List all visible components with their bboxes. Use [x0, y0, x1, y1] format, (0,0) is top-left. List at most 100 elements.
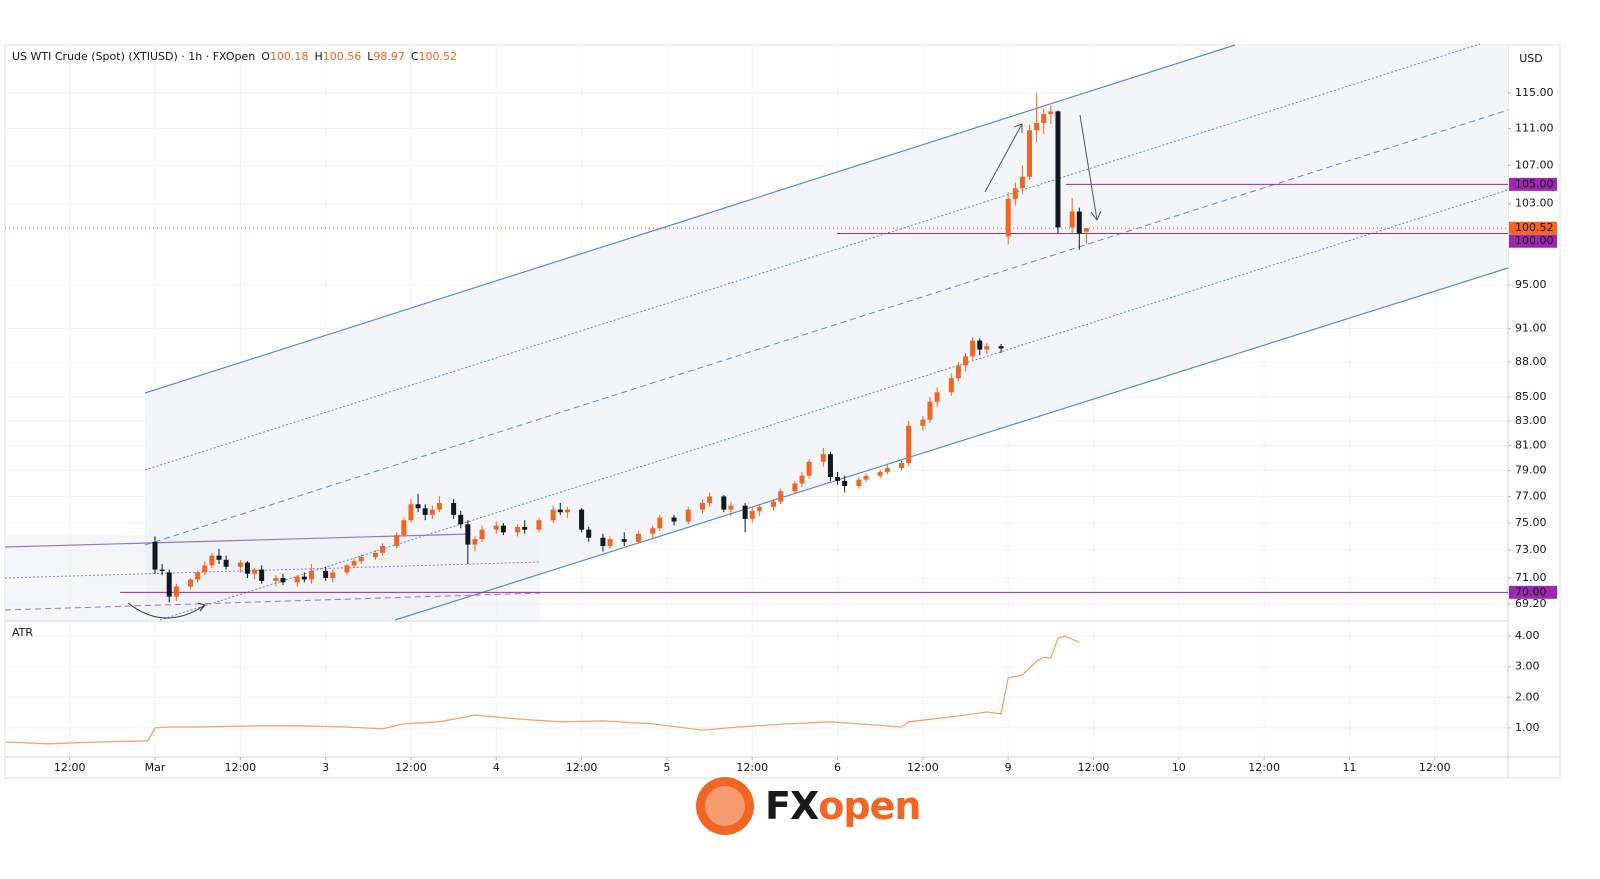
candle-body	[955, 365, 961, 379]
logo-part: FX	[765, 784, 819, 828]
ohlc-value: 100.52	[419, 50, 458, 63]
candle-body	[401, 520, 407, 536]
y-tick-label: 88.00	[1515, 355, 1547, 368]
candle-body	[806, 461, 812, 476]
candle-body	[1048, 111, 1054, 115]
x-tick-label: 4	[493, 761, 500, 774]
candle-body	[600, 537, 606, 546]
candle-body	[756, 506, 762, 511]
y-tick-label: 2.00	[1515, 690, 1540, 703]
ohlc-value: 100.18	[270, 50, 309, 63]
x-tick-label: 12:00	[1078, 761, 1110, 774]
candle-body	[579, 509, 585, 530]
candle-body	[657, 517, 663, 529]
x-tick-label: 12:00	[907, 761, 939, 774]
y-tick-label: 4.00	[1515, 629, 1540, 642]
candle-body	[621, 539, 627, 542]
candle-body	[827, 454, 833, 478]
logo-icon-inner	[705, 786, 745, 826]
candle-body	[372, 552, 378, 558]
candle-body	[635, 533, 641, 542]
y-tick-label: 79.00	[1515, 464, 1547, 477]
y-tick-label: 75.00	[1515, 516, 1547, 529]
candle-body	[842, 480, 848, 487]
candle-body	[927, 401, 933, 420]
candle-body	[1076, 211, 1082, 234]
candle-body	[159, 569, 165, 571]
candle-body	[252, 569, 258, 574]
y-tick-label: 95.00	[1515, 278, 1547, 291]
candle-body	[899, 463, 905, 469]
candle-body	[408, 504, 414, 521]
channel-fill	[145, 45, 1508, 620]
candle-body	[1027, 130, 1033, 177]
indicator-name: ATR	[12, 626, 33, 639]
candle-body	[792, 483, 798, 492]
candle-body	[493, 525, 499, 530]
y-tick-label: 111.00	[1515, 121, 1554, 134]
arrow-head	[1090, 210, 1102, 221]
candle-body	[195, 572, 201, 580]
logo-part: open	[818, 784, 920, 828]
candle-body	[707, 496, 713, 503]
x-tick-label: 12:00	[566, 761, 598, 774]
candle-body	[749, 510, 755, 519]
candle-body	[650, 528, 656, 534]
candle-body	[856, 479, 862, 487]
y-tick-label: 91.00	[1515, 321, 1547, 334]
x-tick-label: 12:00	[1419, 761, 1451, 774]
candle-body	[1083, 228, 1089, 232]
candle-body	[778, 491, 784, 502]
candle-body	[451, 502, 457, 515]
price-label: 70.00	[1515, 585, 1547, 598]
last-price-label: 100.52	[1515, 221, 1554, 234]
x-tick-label: 10	[1172, 761, 1186, 774]
y-tick-label: 85.00	[1515, 390, 1547, 403]
candle-body	[522, 526, 528, 530]
candle-body	[586, 529, 592, 538]
candle-body	[1055, 111, 1061, 228]
channel-upper-mid	[144, 43, 1481, 471]
arrow-down	[1079, 114, 1098, 221]
candle-body	[1034, 123, 1040, 131]
candle-body	[742, 505, 748, 519]
candle-body	[1069, 211, 1075, 228]
candle-body	[550, 509, 556, 521]
candle-body	[877, 471, 883, 476]
y-tick-label: 71.00	[1515, 571, 1547, 584]
curved-arrow	[127, 602, 206, 619]
candle-body	[415, 504, 421, 509]
candle-body	[280, 578, 286, 583]
legend-header: US WTI Crude (Spot) (XTIUSD) · 1h · FXOp…	[12, 50, 457, 63]
candle-body	[863, 475, 869, 480]
y-tick-label: 3.00	[1515, 660, 1540, 673]
candle-body	[970, 340, 976, 357]
logo-text: FXopen	[765, 784, 920, 828]
x-tick-label: 5	[663, 761, 670, 774]
candle-body	[216, 555, 222, 560]
candle-body	[330, 572, 336, 579]
candle-body	[728, 505, 734, 510]
candle-body	[465, 524, 471, 545]
ohlc-letter: O	[261, 50, 270, 63]
ohlc-value: 98.97	[373, 50, 405, 63]
candle-body	[557, 509, 563, 513]
y-tick-label: 107.00	[1515, 158, 1554, 171]
candle-body	[380, 545, 386, 553]
arrow-head	[1013, 123, 1023, 133]
x-tick-label: 6	[834, 761, 841, 774]
y-tick-label: 73.00	[1515, 543, 1547, 556]
arrow-up	[984, 123, 1023, 193]
candle-body	[799, 475, 805, 484]
y-tick-label: 81.00	[1515, 438, 1547, 451]
candle-body	[301, 576, 307, 580]
candle-body	[920, 419, 926, 426]
range-fill	[5, 535, 540, 620]
candle-body	[1019, 176, 1025, 189]
candle-body	[152, 541, 158, 570]
price-label-box	[1509, 585, 1557, 599]
candle-body	[977, 340, 983, 350]
indicator-line	[5, 635, 1080, 745]
chart-title: US WTI Crude (Spot) (XTIUSD) · 1h · FXOp…	[12, 50, 255, 63]
